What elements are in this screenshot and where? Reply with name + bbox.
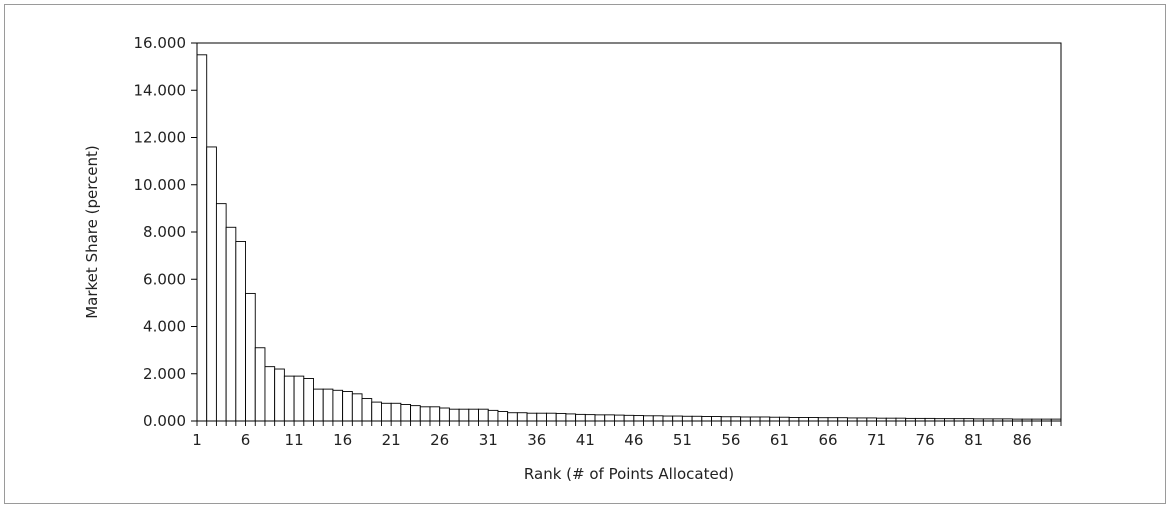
bar-rank-49 <box>662 415 674 422</box>
bar-rank-58 <box>749 416 761 422</box>
bar-rank-54 <box>711 416 722 422</box>
y-tick-label: 16.000 <box>134 34 187 52</box>
bar-rank-24 <box>419 406 431 422</box>
x-tick-label: 26 <box>430 431 449 449</box>
bar-rank-5 <box>235 240 246 422</box>
y-axis-ticks: 0.000 2.000 4.000 6.000 8.000 10.000 12.000 14.… <box>134 34 197 430</box>
bar-rank-43 <box>604 414 615 422</box>
y-axis-title: Market Share (percent) <box>83 145 101 319</box>
bar-rank-57 <box>740 416 751 422</box>
bar-rank-45 <box>623 414 635 422</box>
bar-rank-63 <box>798 417 810 422</box>
bar-rank-61 <box>779 416 790 422</box>
bar-rank-34 <box>516 412 528 422</box>
bar-rank-53 <box>701 416 712 422</box>
x-axis-title: Rank (# of Points Allocated) <box>524 465 734 483</box>
x-tick-label: 46 <box>624 431 643 449</box>
bar-rank-7 <box>254 347 266 422</box>
bars <box>196 54 1062 422</box>
bar-rank-46 <box>633 415 645 422</box>
x-tick-label: 36 <box>527 431 546 449</box>
bar-rank-4 <box>225 226 237 422</box>
y-tick-label: 14.000 <box>134 81 187 99</box>
bar-rank-25 <box>429 406 441 422</box>
bar-rank-18 <box>361 398 373 422</box>
bar-rank-28 <box>458 408 470 422</box>
bar-rank-32 <box>497 411 509 422</box>
x-tick-label: 41 <box>576 431 595 449</box>
bar-rank-19 <box>371 401 382 422</box>
x-tick-label: 76 <box>916 431 935 449</box>
bar-rank-56 <box>730 416 742 422</box>
bar-rank-11 <box>293 375 305 422</box>
bar-rank-33 <box>507 412 518 422</box>
x-tick-label: 86 <box>1013 431 1032 449</box>
bar-rank-12 <box>303 378 314 422</box>
bar-rank-15 <box>332 389 344 422</box>
x-tick-label: 11 <box>285 431 304 449</box>
bar-rank-29 <box>468 408 479 422</box>
x-tick-label: 56 <box>721 431 740 449</box>
bar-rank-62 <box>788 417 800 422</box>
bar-rank-1 <box>196 54 208 422</box>
bar-rank-44 <box>613 414 625 422</box>
plot-area-border <box>196 42 1062 422</box>
bar-rank-31 <box>487 409 499 422</box>
y-tick-label: 0.000 <box>143 412 186 430</box>
bar-rank-42 <box>594 414 606 422</box>
bar-rank-8 <box>264 366 276 422</box>
x-tick-label: 61 <box>770 431 789 449</box>
bar-rank-52 <box>691 415 703 422</box>
x-tick-label: 16 <box>333 431 352 449</box>
bar-rank-22 <box>400 404 412 422</box>
bar-rank-27 <box>448 408 460 422</box>
x-tick-label: 6 <box>241 431 251 449</box>
bar-rank-6 <box>245 292 256 422</box>
bar-rank-2 <box>206 146 217 422</box>
bar-rank-21 <box>390 402 402 422</box>
x-tick-label: 1 <box>192 431 202 449</box>
bar-rank-48 <box>652 415 664 422</box>
bar-rank-30 <box>478 408 489 422</box>
y-tick-label: 12.000 <box>134 129 187 147</box>
bar-rank-39 <box>565 413 577 422</box>
x-tick-label: 81 <box>964 431 983 449</box>
x-tick-label: 71 <box>867 431 886 449</box>
x-tick-label: 31 <box>479 431 498 449</box>
x-tick-label: 51 <box>673 431 692 449</box>
x-tick-label: 66 <box>818 431 837 449</box>
y-tick-label: 6.000 <box>143 270 186 288</box>
y-tick-label: 10.000 <box>134 176 187 194</box>
y-tick-label: 2.000 <box>143 365 186 383</box>
bar-rank-35 <box>526 412 538 422</box>
bar-rank-50 <box>672 415 683 422</box>
bar-rank-64 <box>808 417 819 422</box>
bar-rank-13 <box>313 388 324 422</box>
y-tick-label: 8.000 <box>143 223 186 241</box>
bar-rank-9 <box>274 368 285 422</box>
y-tick-label: 4.000 <box>143 318 186 336</box>
bar-rank-3 <box>215 203 227 422</box>
bar-rank-51 <box>681 415 693 422</box>
x-axis-ticks: 1 6 11 16 21 26 31 36 41 46 51 56 61 66 71 76 81 86 <box>192 421 1062 449</box>
x-tick-label: 21 <box>382 431 401 449</box>
bar-rank-23 <box>410 405 421 422</box>
bar-rank-17 <box>351 393 363 422</box>
bar-rank-37 <box>546 412 557 422</box>
bar-rank-40 <box>575 413 586 422</box>
bar-rank-14 <box>322 388 334 422</box>
bar-rank-16 <box>342 391 353 422</box>
bar-rank-55 <box>720 416 732 422</box>
bar-rank-41 <box>584 414 596 422</box>
bar-rank-36 <box>536 412 547 422</box>
bar-rank-38 <box>555 412 567 422</box>
bar-rank-10 <box>283 375 295 422</box>
bar-rank-47 <box>643 415 654 422</box>
bar-rank-60 <box>769 416 780 422</box>
bar-rank-59 <box>759 416 771 422</box>
bar-rank-20 <box>381 402 392 422</box>
bar-rank-26 <box>439 407 450 422</box>
